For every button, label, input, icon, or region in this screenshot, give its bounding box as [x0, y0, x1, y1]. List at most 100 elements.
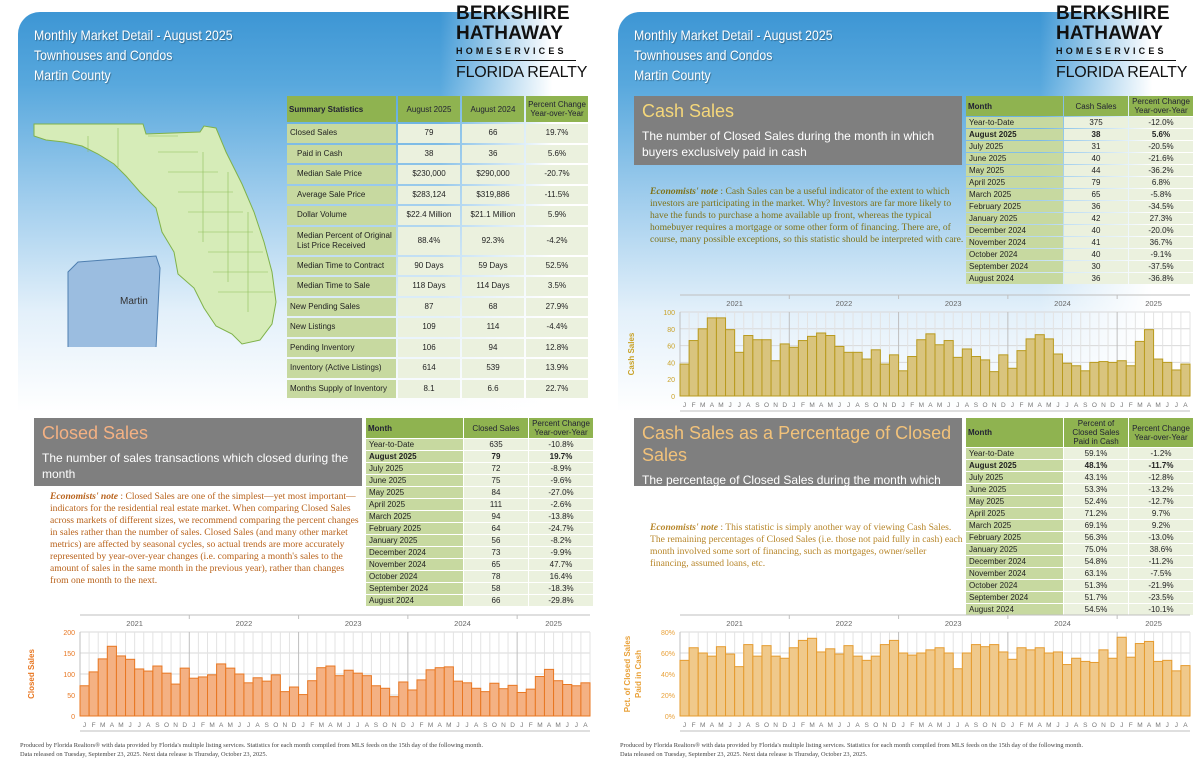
- value-cell: 38: [1064, 129, 1128, 140]
- percent-change-cell: 36.7%: [1129, 237, 1193, 248]
- month-tick-label: J: [728, 722, 731, 729]
- month-tick-label: M: [919, 722, 924, 729]
- value-cell: 65: [464, 559, 528, 570]
- table-row: April 2025 71.2% 9.7%: [966, 508, 1193, 519]
- month-tick-label: J: [83, 722, 86, 729]
- year-label: 2024: [454, 619, 471, 628]
- summary-row: New Listings 109 114 -4.4%: [287, 318, 588, 337]
- month-tick-label: M: [228, 722, 233, 729]
- logo-line-1: BERKSHIRE: [1056, 3, 1170, 24]
- month-tick-label: J: [1056, 722, 1059, 729]
- table-row: May 2025 44 -36.2%: [966, 165, 1193, 176]
- bar: [207, 674, 218, 717]
- y-tick-label: 40%: [661, 672, 675, 679]
- bar: [743, 335, 754, 397]
- bar: [961, 652, 972, 717]
- value-cell: 375: [1064, 117, 1128, 128]
- month-tick-label: J: [1120, 402, 1123, 409]
- bar: [688, 340, 699, 397]
- bar: [779, 657, 790, 717]
- percent-change-cell: -21.6%: [1129, 153, 1193, 164]
- bar: [1134, 340, 1145, 397]
- month-tick-label: J: [347, 722, 350, 729]
- bar: [1116, 360, 1127, 397]
- bar: [761, 339, 772, 397]
- summary-row: Dollar Volume $22.4 Million $21.1 Million 5…: [287, 206, 588, 225]
- month-cell: Year-to-Date: [966, 448, 1063, 459]
- month-tick-label: A: [1183, 722, 1188, 729]
- month-cell: May 2025: [366, 487, 463, 498]
- percent-change-cell: -10.8%: [529, 439, 593, 450]
- month-tick-label: J: [738, 722, 741, 729]
- note-separator: :: [717, 522, 726, 533]
- month-tick-label: O: [873, 722, 878, 729]
- bar: [1071, 657, 1082, 717]
- bar: [770, 360, 781, 397]
- month-tick-label: J: [302, 722, 305, 729]
- bar: [480, 691, 491, 717]
- month-tick-label: J: [247, 722, 250, 729]
- bar: [1098, 649, 1109, 717]
- month-tick-label: M: [319, 722, 324, 729]
- summary-row: Months Supply of Inventory 8.1 6.6 22.7%: [287, 379, 588, 398]
- month-tick-label: A: [583, 722, 588, 729]
- note-text: Cash Sales can be a useful indicator of …: [650, 186, 964, 245]
- month-cell: November 2024: [366, 559, 463, 570]
- bar: [679, 659, 690, 717]
- month-tick-label: J: [1065, 402, 1068, 409]
- month-tick-label: M: [1028, 402, 1033, 409]
- bar: [197, 676, 208, 717]
- month-tick-label: S: [483, 722, 488, 729]
- month-tick-label: N: [773, 402, 778, 409]
- summary-row: New Pending Sales 87 68 27.9%: [287, 297, 588, 316]
- summary-percent-change: 3.5%: [526, 277, 588, 296]
- month-tick-label: O: [1092, 722, 1097, 729]
- bar: [380, 687, 391, 717]
- percent-change-cell: 38.6%: [1129, 544, 1193, 555]
- year-label: 2021: [126, 619, 143, 628]
- summary-prior-value: $319,886: [462, 185, 524, 204]
- value-cell: 58: [464, 583, 528, 594]
- property-type: Townhouses and Condos: [34, 47, 173, 63]
- table-header-row: Month Percent of Closed Sales Paid in Cas…: [966, 418, 1193, 447]
- bar: [980, 359, 991, 397]
- report-title: Monthly Market Detail - August 2025: [634, 27, 833, 43]
- bar: [916, 339, 927, 397]
- bar: [562, 684, 573, 717]
- bar: [261, 680, 272, 717]
- month-cell: March 2025: [966, 189, 1063, 200]
- month-tick-label: A: [146, 722, 151, 729]
- bar: [1180, 363, 1191, 397]
- month-tick-label: O: [1092, 402, 1097, 409]
- bar: [525, 688, 536, 717]
- y-tick-label: 40: [667, 360, 675, 367]
- month-tick-label: O: [983, 402, 988, 409]
- bar: [888, 639, 900, 717]
- summary-row-label: Months Supply of Inventory: [287, 379, 396, 398]
- bar: [1007, 658, 1018, 717]
- value-cell: 71.2%: [1064, 508, 1128, 519]
- bar: [106, 645, 117, 717]
- month-tick-label: F: [910, 402, 914, 409]
- summary-row-label: Median Time to Sale: [287, 277, 396, 296]
- bar: [1052, 651, 1063, 717]
- table-row: December 2024 40 -20.0%: [966, 225, 1193, 236]
- month-tick-label: J: [1175, 402, 1178, 409]
- percent-change-cell: 5.6%: [1129, 129, 1193, 140]
- value-cell: 66: [464, 595, 528, 606]
- month-cell: December 2024: [966, 225, 1063, 236]
- month-tick-label: O: [764, 402, 769, 409]
- y-tick-label: 100: [63, 672, 75, 679]
- year-label: 2021: [726, 299, 743, 308]
- summary-percent-change: 5.9%: [526, 206, 588, 225]
- month-cell: July 2025: [966, 472, 1063, 483]
- bar: [170, 683, 181, 717]
- summary-percent-change: -4.2%: [526, 226, 588, 255]
- month-cell: March 2025: [366, 511, 463, 522]
- value-cell: 51.3%: [1064, 580, 1128, 591]
- bar: [1125, 656, 1136, 717]
- table-row: August 2024 36 -36.8%: [966, 273, 1193, 284]
- footer-line-2: Data released on Tuesday, September 23, …: [20, 751, 268, 758]
- county-name: Martin County: [34, 67, 111, 83]
- bar: [516, 691, 527, 717]
